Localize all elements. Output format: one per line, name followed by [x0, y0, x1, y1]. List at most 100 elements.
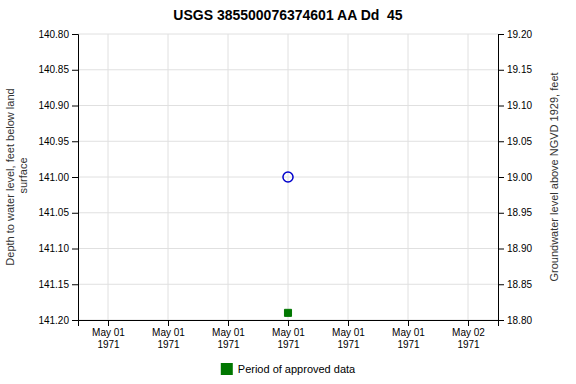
tick-mark [72, 141, 78, 142]
tick: 140.90 [38, 100, 78, 111]
marks [283, 172, 293, 316]
tick: 19.00 [498, 172, 532, 183]
tick: May 011971 [152, 320, 185, 350]
y2-axis: 18.80 18.85 18.90 18.95 19.00 19.05 19.10 19.15… [498, 29, 532, 326]
tick: 18.85 [498, 279, 532, 290]
tick-mark [72, 320, 78, 321]
legend-swatch [221, 363, 233, 375]
tick-label: 19.15 [507, 64, 532, 75]
tick: 141.10 [38, 243, 78, 254]
grid-line [78, 69, 498, 70]
tick-label: 19.20 [507, 29, 532, 40]
tick-mark [468, 320, 469, 326]
tick: 19.05 [498, 136, 532, 147]
tick-label: May 021971 [452, 327, 485, 350]
title: USGS 385500076374601 AA Dd 45 [173, 7, 403, 23]
axis-line [499, 35, 505, 321]
tick-mark [498, 249, 504, 250]
tick-mark [72, 177, 78, 178]
tick-label: 140.95 [38, 136, 69, 147]
tick-label: 141.00 [38, 172, 69, 183]
tick: 140.80 [38, 29, 78, 40]
legend-item: Period of approved data [221, 363, 356, 375]
series [284, 309, 291, 316]
tick-label: 141.05 [38, 207, 69, 218]
tick-mark [498, 141, 504, 142]
tick-mark [72, 213, 78, 214]
tick: 141.00 [38, 172, 78, 183]
axis-title: Depth to water level, feet below land su… [4, 88, 29, 265]
tick-label: 141.15 [38, 279, 69, 290]
legend-label: Period of approved data [238, 363, 356, 375]
tick: May 011971 [92, 320, 125, 350]
grid-line [78, 248, 498, 249]
grid-line [78, 177, 498, 178]
tick: May 011971 [212, 320, 245, 350]
plot: May 011971 May 011971 May 011971 May 011971… [4, 7, 560, 350]
tick: May 011971 [392, 320, 425, 350]
tick-mark [498, 106, 504, 107]
tick-mark [348, 320, 349, 326]
series [283, 172, 293, 182]
tick-label: 18.90 [507, 243, 532, 254]
tick-label: May 011971 [392, 327, 425, 350]
tick-mark [498, 34, 504, 35]
axis-line [79, 321, 499, 327]
tick: May 021971 [452, 320, 485, 350]
grid [78, 34, 498, 320]
tick-mark [228, 320, 229, 326]
tick-mark [498, 213, 504, 214]
tick: 141.15 [38, 279, 78, 290]
tick-mark [108, 320, 109, 326]
tick-label: May 011971 [272, 327, 305, 350]
tick-label: 18.80 [507, 315, 532, 326]
tick: 19.15 [498, 64, 532, 75]
tick-label: 18.85 [507, 279, 532, 290]
grid-line [78, 105, 498, 106]
tick-label: May 011971 [152, 327, 185, 350]
chart-container: May 011971 May 011971 May 011971 May 011971… [0, 0, 576, 384]
y-axis: 140.80 140.85 140.90 140.95 141.00 141.05 141.… [38, 29, 78, 326]
tick-mark [498, 70, 504, 71]
x-axis: May 011971 May 011971 May 011971 May 011971… [79, 320, 499, 350]
tick-mark [72, 284, 78, 285]
tick: 18.95 [498, 207, 532, 218]
grid-line [78, 212, 498, 213]
tick: May 011971 [332, 320, 365, 350]
grid-line [78, 141, 498, 142]
tick-label: 140.85 [38, 64, 69, 75]
tick: 18.80 [498, 315, 532, 326]
tick-mark [72, 70, 78, 71]
tick-label: May 011971 [332, 327, 365, 350]
tick: 141.05 [38, 207, 78, 218]
point [283, 172, 293, 182]
grid-line [78, 284, 498, 285]
tick-label: May 011971 [92, 327, 125, 350]
tick-mark [288, 320, 289, 326]
tick-mark [72, 34, 78, 35]
legend: Period of approved data [221, 363, 356, 375]
tick-label: 18.95 [507, 207, 532, 218]
tick-mark [72, 106, 78, 107]
tick-mark [498, 177, 504, 178]
tick-label: 140.80 [38, 29, 69, 40]
tick-mark [168, 320, 169, 326]
point [284, 309, 291, 316]
tick: 19.10 [498, 100, 532, 111]
tick-label: May 011971 [212, 327, 245, 350]
tick-label: 141.10 [38, 243, 69, 254]
tick-mark [408, 320, 409, 326]
tick-mark [498, 284, 504, 285]
tick-label: 141.20 [38, 315, 69, 326]
tick-label: 19.00 [507, 172, 532, 183]
tick: 140.95 [38, 136, 78, 147]
tick: May 011971 [272, 320, 305, 350]
tick-mark [498, 320, 504, 321]
chart: May 011971 May 011971 May 011971 May 011971… [0, 0, 576, 384]
grid-line [78, 34, 498, 35]
tick-mark [72, 249, 78, 250]
axis-title: Groundwater level above NGVD 1929, feet [548, 72, 560, 281]
tick: 140.85 [38, 64, 78, 75]
axis-line [72, 35, 79, 321]
tick-label: 140.90 [38, 100, 69, 111]
